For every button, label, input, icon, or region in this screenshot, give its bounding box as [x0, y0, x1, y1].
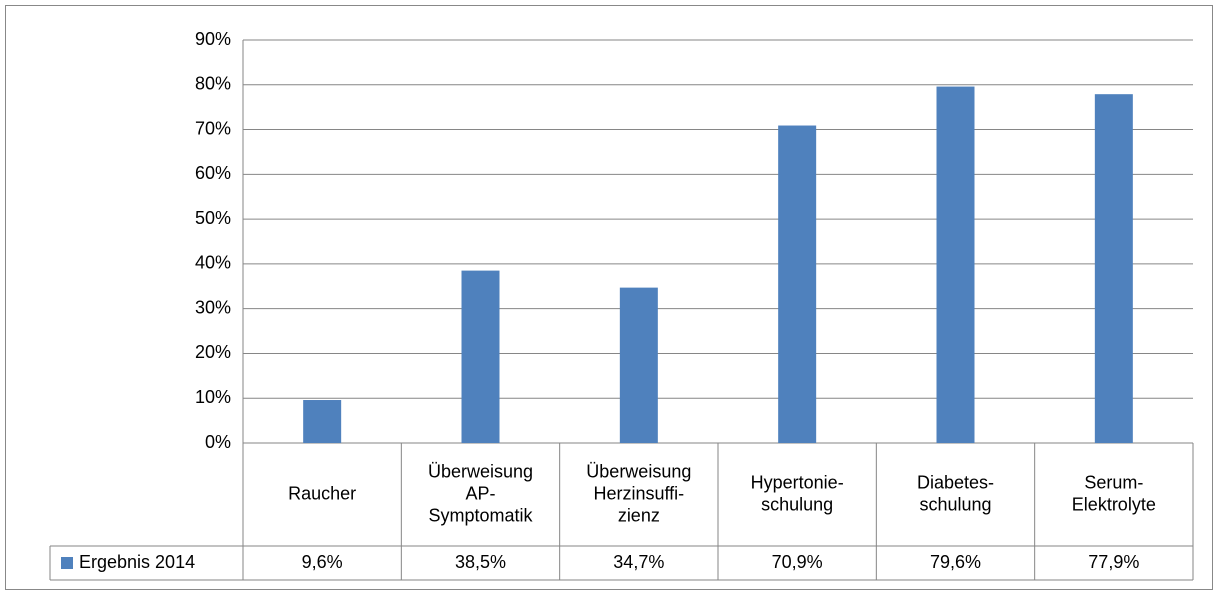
- value-label: 9,6%: [302, 552, 343, 572]
- value-label: 79,6%: [930, 552, 981, 572]
- bar: [461, 270, 500, 443]
- y-tick-label: 40%: [195, 253, 231, 273]
- legend-swatch: [61, 557, 73, 569]
- y-tick-label: 60%: [195, 163, 231, 183]
- y-tick-label: 90%: [195, 29, 231, 49]
- x-tick-label: Hypertonie-: [751, 472, 844, 492]
- x-tick-label: Herzinsuffi-: [593, 483, 684, 503]
- x-tick-label: Symptomatik: [428, 505, 533, 525]
- y-tick-label: 30%: [195, 297, 231, 317]
- value-label: 77,9%: [1088, 552, 1139, 572]
- x-tick-label: zienz: [618, 505, 660, 525]
- x-tick-label: Raucher: [288, 483, 356, 503]
- y-tick-label: 70%: [195, 118, 231, 138]
- bar: [619, 287, 658, 443]
- bar: [303, 400, 342, 443]
- y-tick-label: 20%: [195, 342, 231, 362]
- bar: [936, 86, 975, 444]
- x-tick-label: Elektrolyte: [1072, 494, 1156, 514]
- x-tick-label: schulung: [919, 494, 991, 514]
- y-tick-label: 0%: [205, 432, 231, 452]
- x-tick-label: schulung: [761, 494, 833, 514]
- x-tick-label: Diabetes-: [917, 472, 994, 492]
- bar: [1094, 94, 1133, 443]
- value-label: 38,5%: [455, 552, 506, 572]
- y-tick-label: 50%: [195, 208, 231, 228]
- y-tick-label: 10%: [195, 387, 231, 407]
- x-tick-label: Überweisung: [428, 461, 533, 481]
- x-tick-label: Serum-: [1084, 472, 1143, 492]
- bar: [778, 125, 817, 443]
- legend-label: Ergebnis 2014: [79, 552, 195, 572]
- y-tick-label: 80%: [195, 74, 231, 94]
- value-label: 34,7%: [613, 552, 664, 572]
- x-tick-label: Überweisung: [586, 461, 691, 481]
- chart-border: [5, 5, 1213, 590]
- value-label: 70,9%: [772, 552, 823, 572]
- x-tick-label: AP-: [465, 483, 495, 503]
